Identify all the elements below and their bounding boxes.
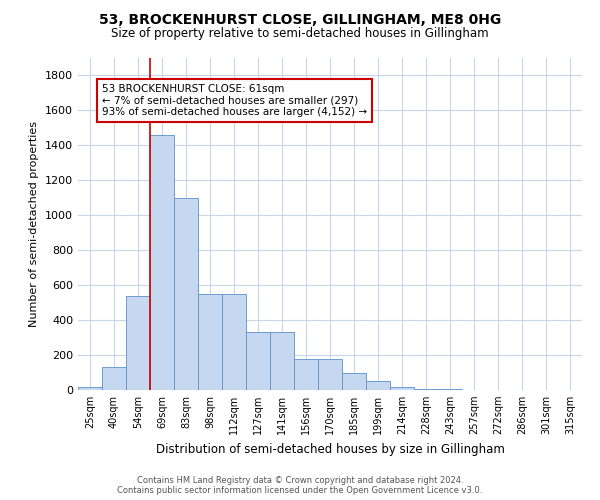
Bar (414, 389, 438, 390)
Bar (294, 358, 318, 390)
Y-axis label: Number of semi-detached properties: Number of semi-detached properties (29, 120, 40, 327)
Bar (78, 386, 102, 390)
Bar (342, 372, 366, 390)
Bar (198, 294, 222, 390)
X-axis label: Distribution of semi-detached houses by size in Gillingham: Distribution of semi-detached houses by … (155, 442, 505, 456)
Bar (390, 388, 414, 390)
Bar (222, 294, 246, 390)
Bar (270, 332, 294, 390)
Bar (150, 134, 174, 390)
Bar (246, 332, 270, 390)
Bar (366, 381, 390, 390)
Bar (102, 367, 126, 390)
Text: Size of property relative to semi-detached houses in Gillingham: Size of property relative to semi-detach… (111, 28, 489, 40)
Text: Contains HM Land Registry data © Crown copyright and database right 2024.
Contai: Contains HM Land Registry data © Crown c… (118, 476, 482, 495)
Bar (126, 296, 150, 390)
Bar (174, 198, 198, 390)
Text: 53 BROCKENHURST CLOSE: 61sqm
← 7% of semi-detached houses are smaller (297)
93% : 53 BROCKENHURST CLOSE: 61sqm ← 7% of sem… (102, 84, 367, 117)
Text: 53, BROCKENHURST CLOSE, GILLINGHAM, ME8 0HG: 53, BROCKENHURST CLOSE, GILLINGHAM, ME8 … (99, 12, 501, 26)
Bar (318, 358, 342, 390)
